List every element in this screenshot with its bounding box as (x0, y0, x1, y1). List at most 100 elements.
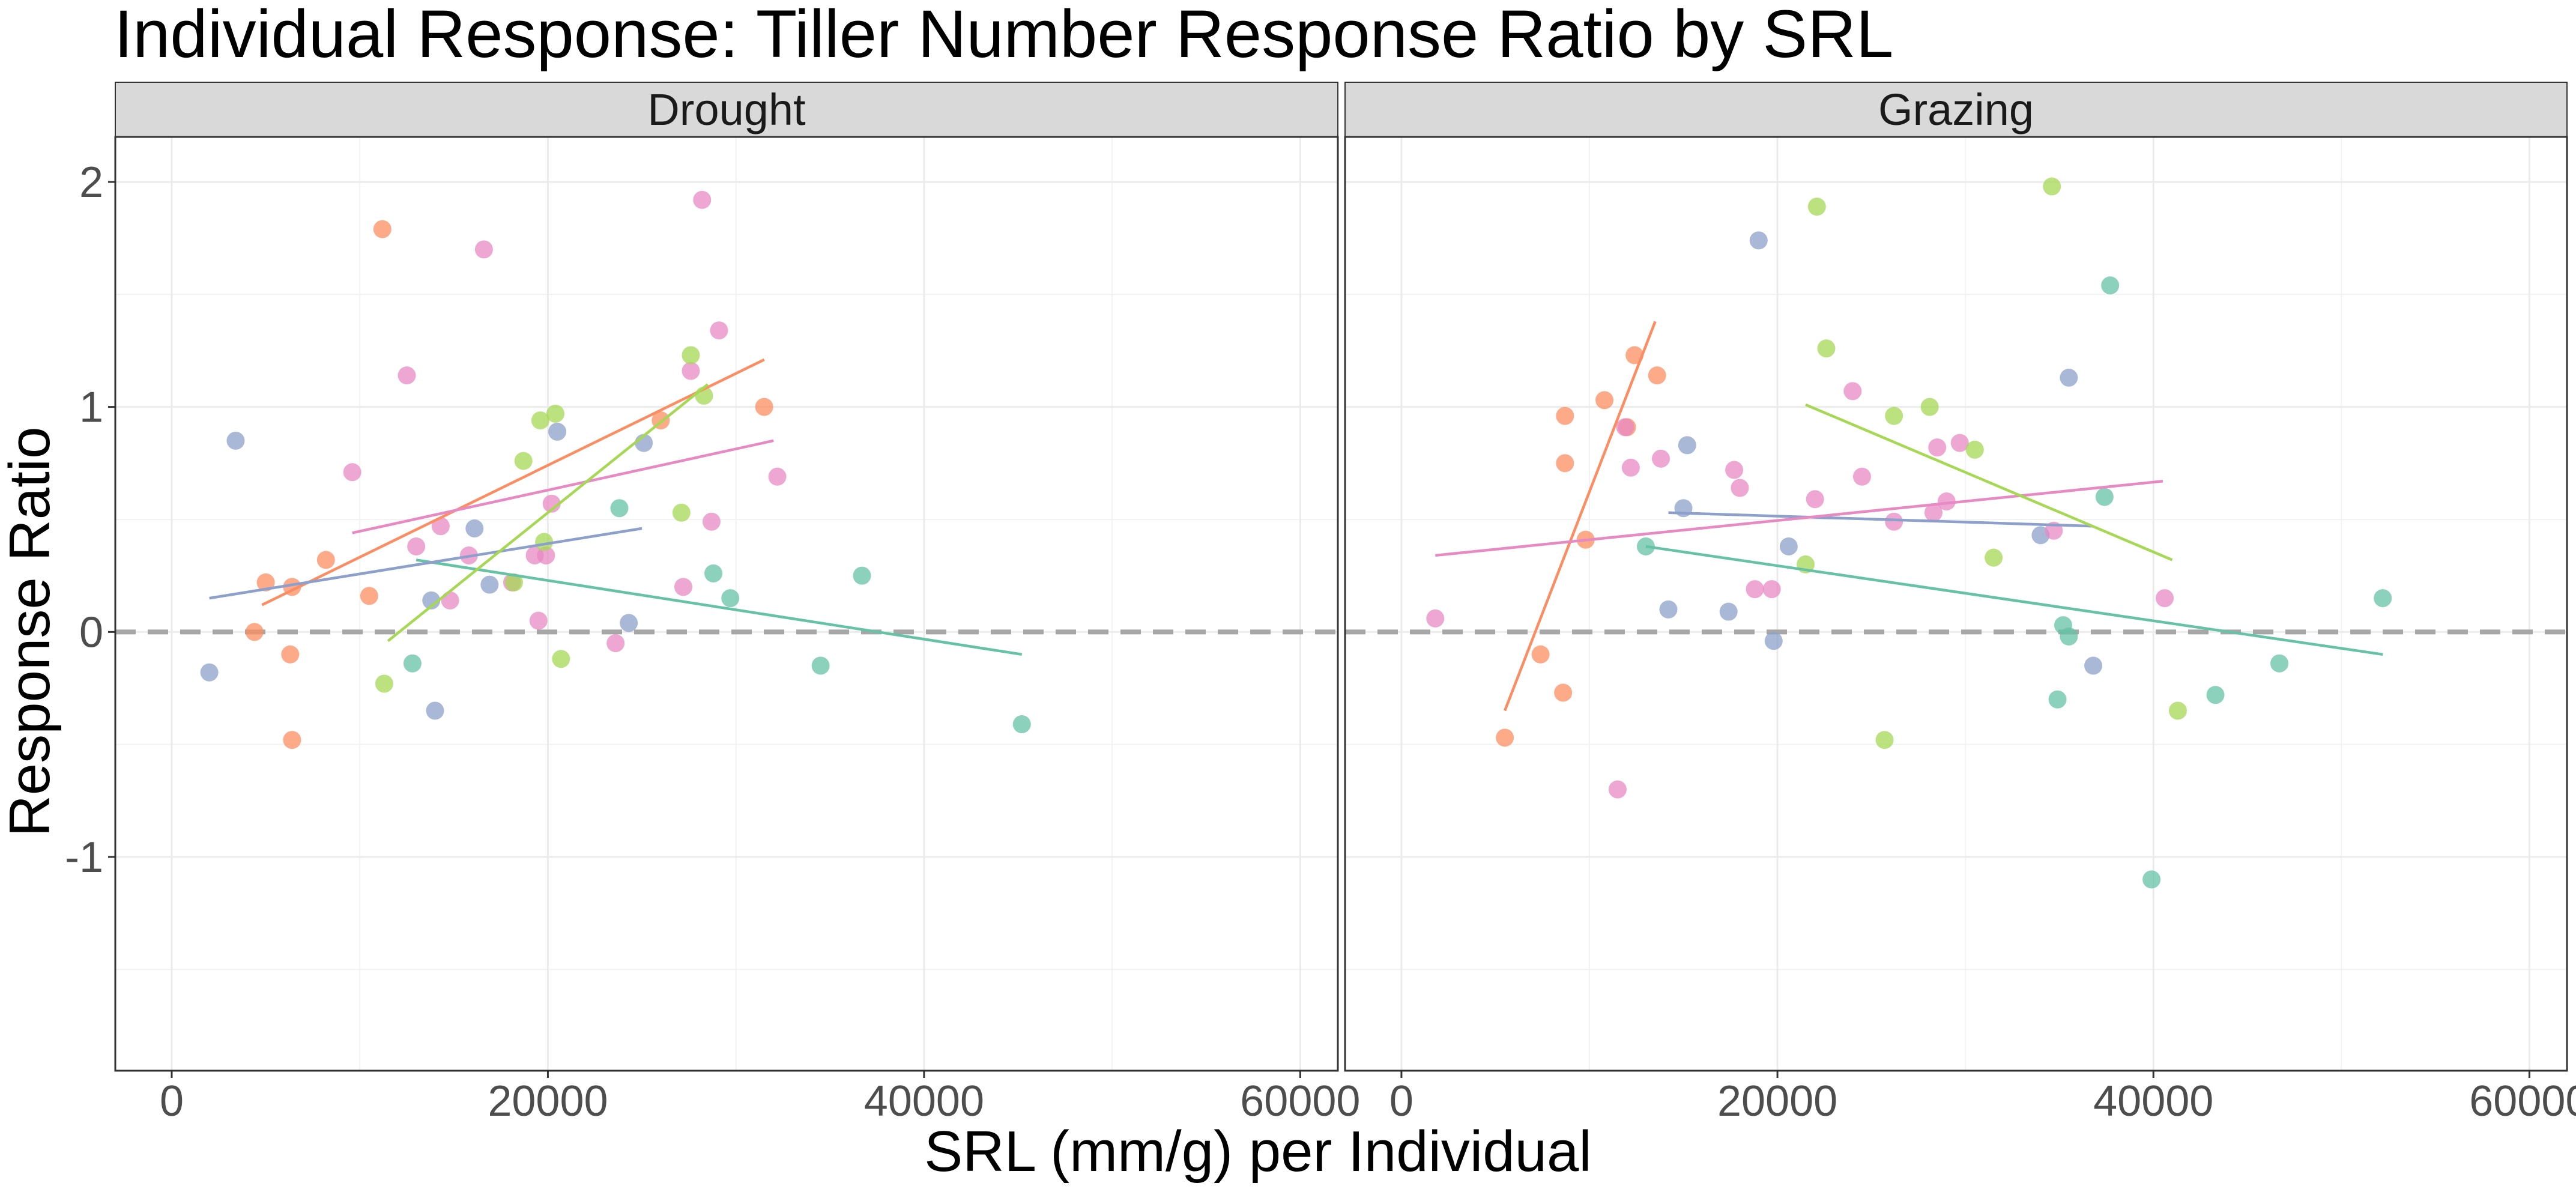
data-point (480, 575, 499, 594)
data-point (256, 573, 275, 591)
data-point (1885, 407, 1903, 425)
data-point (403, 654, 422, 673)
fit-line (261, 358, 765, 607)
x-tick-label: 0 (160, 1077, 184, 1125)
y-tick-label: 1 (79, 384, 103, 432)
panel-strip-label: Grazing (1878, 85, 2034, 135)
data-point (2043, 177, 2061, 196)
data-point (1725, 461, 1744, 479)
panel-drought: Drought 0 20000 40000 60000 -1 0 1 2 (65, 82, 1360, 1125)
data-point (1595, 391, 1614, 410)
data-point (693, 190, 712, 209)
data-point (343, 463, 361, 482)
data-point (1920, 398, 1939, 416)
data-point (1843, 382, 1862, 401)
data-point (1608, 780, 1627, 799)
data-point (529, 611, 548, 630)
data-point (426, 701, 444, 720)
data-point (1937, 492, 1956, 511)
data-point (1965, 440, 1984, 459)
data-point (465, 519, 484, 537)
data-point (1731, 479, 1749, 497)
data-point (283, 731, 301, 749)
data-point (2095, 488, 2114, 506)
data-point (853, 566, 871, 585)
data-point (548, 422, 567, 441)
data-point (702, 512, 721, 531)
data-point (407, 537, 426, 555)
data-point (1659, 600, 1678, 619)
y-tick-label: 0 (79, 608, 103, 656)
data-point (441, 591, 459, 610)
data-point (610, 499, 629, 518)
data-point (1985, 548, 2003, 567)
data-point (2084, 656, 2103, 675)
data-point (704, 564, 723, 582)
data-point (1531, 645, 1550, 664)
data-point (360, 587, 378, 605)
fit-line (209, 527, 642, 600)
data-point (1928, 438, 1947, 457)
data-point (1554, 683, 1573, 702)
data-point (1678, 436, 1696, 455)
data-point (606, 634, 625, 653)
data-point (2060, 368, 2078, 387)
data-point (755, 398, 773, 416)
data-point (1556, 454, 1574, 473)
data-point (474, 240, 493, 259)
data-point (514, 452, 533, 470)
y-axis-title: Response Ratio (0, 426, 62, 837)
fit-line (352, 439, 774, 534)
data-point (1779, 537, 1798, 555)
data-point (245, 623, 264, 641)
panel-strip-label: Drought (647, 85, 806, 135)
data-point (710, 321, 728, 340)
data-point (1807, 198, 1826, 216)
data-point (1875, 731, 1894, 749)
data-point (1012, 715, 1031, 733)
fit-line (387, 383, 709, 643)
data-point (1852, 467, 1871, 486)
fit-line (1668, 511, 2094, 528)
x-tick-label: 0 (1389, 1077, 1413, 1125)
data-point (2270, 654, 2288, 673)
data-point (1885, 512, 1903, 531)
data-point (1806, 490, 1824, 509)
data-point (682, 346, 700, 365)
data-point (1719, 602, 1738, 621)
data-point (721, 589, 740, 608)
data-point (535, 533, 554, 551)
data-point (537, 546, 555, 564)
data-point (674, 578, 692, 596)
data-point (546, 404, 564, 423)
data-point (398, 366, 416, 385)
data-point (1924, 503, 1943, 522)
data-point (620, 614, 638, 632)
fit-line (1435, 480, 2163, 557)
data-point (373, 220, 392, 238)
data-point (682, 362, 700, 380)
data-point (431, 517, 450, 536)
data-point (2156, 589, 2174, 608)
panel-border (114, 136, 1339, 1072)
data-point (768, 467, 787, 486)
data-point (200, 663, 219, 682)
data-point (281, 645, 300, 664)
data-point (1762, 580, 1781, 599)
data-point (316, 551, 335, 569)
data-point (2048, 690, 2067, 709)
data-point (505, 573, 524, 591)
y-tick-label: -1 (65, 833, 103, 882)
data-point (2374, 589, 2392, 608)
panel-border (1344, 136, 2568, 1072)
data-point (375, 674, 393, 693)
data-point (552, 650, 570, 668)
x-tick-label: 40000 (864, 1077, 984, 1125)
fit-line (1805, 403, 2173, 561)
panel-strip (115, 82, 1338, 138)
data-point (1426, 609, 1445, 628)
data-point (1621, 458, 1640, 477)
x-tick-label: 60000 (2469, 1077, 2576, 1125)
